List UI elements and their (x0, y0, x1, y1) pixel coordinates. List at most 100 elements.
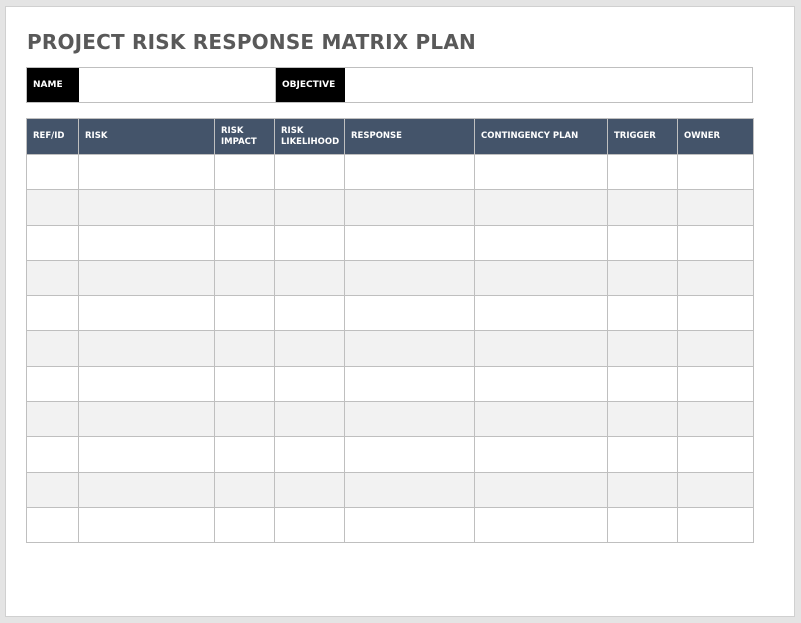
cell-input[interactable] (215, 402, 274, 437)
cell-input[interactable] (475, 366, 607, 402)
cell-input[interactable] (475, 402, 607, 437)
cell-input[interactable] (608, 225, 677, 260)
table-cell (474, 189, 608, 226)
cell-input[interactable] (475, 331, 607, 366)
cell-input[interactable] (215, 190, 274, 225)
cell-input[interactable] (608, 296, 677, 331)
cell-input[interactable] (608, 402, 677, 437)
cell-input[interactable] (215, 155, 274, 190)
cell-input[interactable] (345, 260, 474, 296)
cell-input[interactable] (475, 472, 607, 507)
cell-input[interactable] (678, 507, 753, 543)
table-cell (78, 224, 215, 261)
cell-input[interactable] (275, 260, 344, 296)
cell-input[interactable] (678, 296, 753, 331)
cell-input[interactable] (678, 225, 753, 260)
cell-input[interactable] (27, 366, 78, 402)
cell-input[interactable] (678, 260, 753, 296)
cell-input[interactable] (215, 437, 274, 472)
cell-input[interactable] (79, 260, 214, 296)
cell-input[interactable] (275, 437, 344, 472)
cell-input[interactable] (345, 437, 474, 472)
cell-input[interactable] (345, 190, 474, 225)
cell-input[interactable] (27, 472, 78, 507)
table-row (26, 224, 754, 261)
cell-input[interactable] (275, 296, 344, 331)
cell-input[interactable] (215, 296, 274, 331)
cell-input[interactable] (79, 331, 214, 366)
cell-input[interactable] (678, 437, 753, 472)
table-cell (274, 506, 345, 544)
table-cell (344, 365, 475, 403)
cell-input[interactable] (27, 190, 78, 225)
cell-input[interactable] (79, 437, 214, 472)
cell-input[interactable] (608, 507, 677, 543)
cell-input[interactable] (345, 225, 474, 260)
objective-field[interactable] (345, 68, 752, 102)
name-field[interactable] (79, 68, 276, 102)
cell-input[interactable] (275, 472, 344, 507)
cell-input[interactable] (608, 155, 677, 190)
cell-input[interactable] (678, 331, 753, 366)
cell-input[interactable] (215, 472, 274, 507)
cell-input[interactable] (79, 366, 214, 402)
table-cell (274, 224, 345, 261)
table-cell (344, 189, 475, 226)
cell-input[interactable] (475, 507, 607, 543)
cell-input[interactable] (345, 472, 474, 507)
cell-input[interactable] (475, 296, 607, 331)
cell-input[interactable] (608, 437, 677, 472)
cell-input[interactable] (678, 366, 753, 402)
cell-input[interactable] (27, 225, 78, 260)
cell-input[interactable] (27, 331, 78, 366)
cell-input[interactable] (475, 437, 607, 472)
cell-input[interactable] (275, 507, 344, 543)
cell-input[interactable] (345, 366, 474, 402)
cell-input[interactable] (215, 366, 274, 402)
cell-input[interactable] (475, 190, 607, 225)
cell-input[interactable] (215, 331, 274, 366)
cell-input[interactable] (79, 472, 214, 507)
cell-input[interactable] (79, 402, 214, 437)
table-cell (274, 295, 345, 332)
cell-input[interactable] (79, 296, 214, 331)
cell-input[interactable] (27, 155, 78, 190)
cell-input[interactable] (27, 296, 78, 331)
cell-input[interactable] (215, 225, 274, 260)
cell-input[interactable] (275, 225, 344, 260)
cell-input[interactable] (608, 472, 677, 507)
cell-input[interactable] (345, 331, 474, 366)
cell-input[interactable] (79, 155, 214, 190)
cell-input[interactable] (608, 366, 677, 402)
cell-input[interactable] (27, 260, 78, 296)
cell-input[interactable] (608, 260, 677, 296)
cell-input[interactable] (27, 507, 78, 543)
cell-input[interactable] (475, 155, 607, 190)
cell-input[interactable] (275, 331, 344, 366)
cell-input[interactable] (215, 507, 274, 543)
cell-input[interactable] (475, 225, 607, 260)
cell-input[interactable] (678, 155, 753, 190)
cell-input[interactable] (678, 402, 753, 437)
cell-input[interactable] (27, 402, 78, 437)
cell-input[interactable] (678, 190, 753, 225)
cell-input[interactable] (79, 507, 214, 543)
cell-input[interactable] (275, 366, 344, 402)
cell-input[interactable] (27, 437, 78, 472)
cell-input[interactable] (345, 155, 474, 190)
cell-input[interactable] (475, 260, 607, 296)
cell-input[interactable] (275, 190, 344, 225)
cell-input[interactable] (275, 155, 344, 190)
cell-input[interactable] (345, 296, 474, 331)
cell-input[interactable] (215, 260, 274, 296)
cell-input[interactable] (345, 402, 474, 437)
cell-input[interactable] (79, 190, 214, 225)
table-cell (344, 295, 475, 332)
cell-input[interactable] (275, 402, 344, 437)
cell-input[interactable] (678, 472, 753, 507)
cell-input[interactable] (345, 507, 474, 543)
cell-input[interactable] (79, 225, 214, 260)
cell-input[interactable] (608, 331, 677, 366)
table-cell (344, 330, 475, 367)
cell-input[interactable] (608, 190, 677, 225)
